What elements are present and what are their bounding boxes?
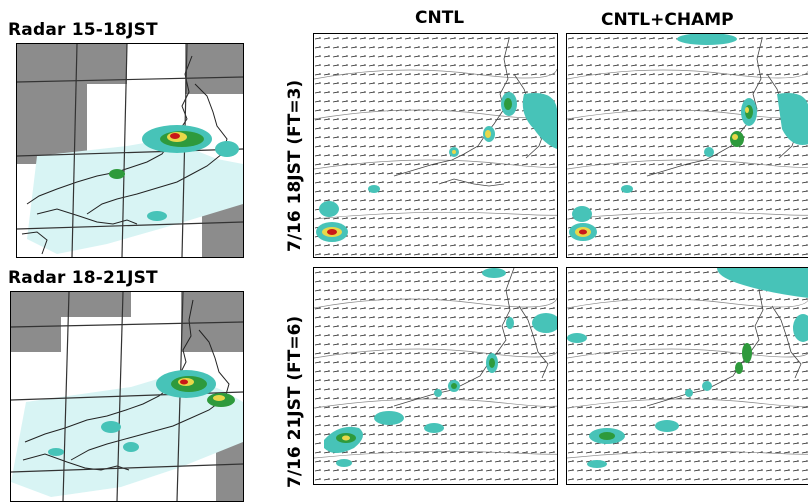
precip-cells <box>324 268 557 467</box>
wind-vectors <box>567 34 808 257</box>
radar-bottom-title: Radar 18-21JST <box>8 268 158 288</box>
coastline <box>22 299 230 471</box>
isolines <box>314 297 557 459</box>
light-precip-area <box>27 139 243 254</box>
precip-cells <box>48 370 235 456</box>
row-label-top: 7/16 18JST (FT=3) <box>285 79 305 252</box>
no-data-region <box>11 292 243 501</box>
precip-cells <box>569 34 808 241</box>
precip-cells <box>567 268 808 468</box>
light-precip-area <box>11 372 243 497</box>
isolines <box>314 68 557 220</box>
wind-vectors <box>314 34 557 257</box>
precip-cells <box>316 92 557 242</box>
radar-top-title: Radar 15-18JST <box>8 20 158 40</box>
cntl-ft6-panel <box>313 267 558 485</box>
cntl-champ-ft6-panel <box>566 267 808 485</box>
cntl-champ-ft3-panel <box>566 33 808 258</box>
column-title-cntl-champ: CNTL+CHAMP <box>601 10 734 30</box>
row-label-bottom: 7/16 21JST (FT=6) <box>285 315 305 488</box>
precip-cells <box>109 125 239 221</box>
isolines <box>567 298 808 459</box>
cntl-ft3-panel <box>313 33 558 258</box>
radar-map-bottom <box>10 291 244 502</box>
column-title-cntl: CNTL <box>415 8 465 28</box>
wind-vectors <box>314 268 557 484</box>
radar-map-top <box>16 43 244 258</box>
wind-vectors <box>567 268 808 484</box>
